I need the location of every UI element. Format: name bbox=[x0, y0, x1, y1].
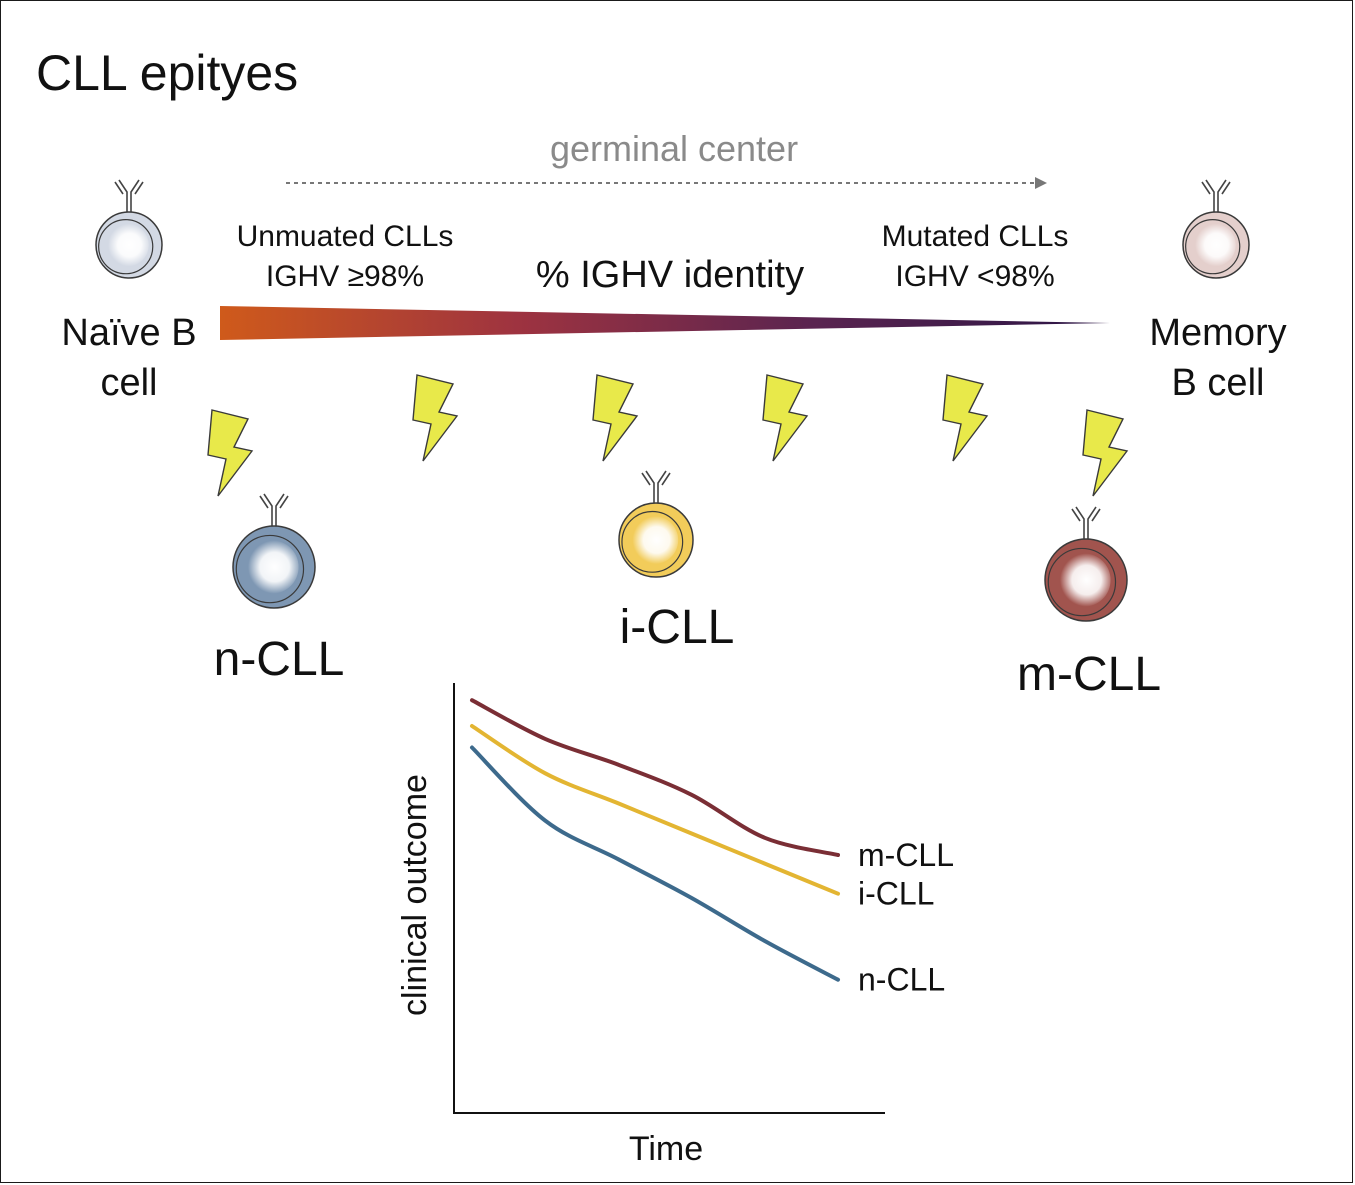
naive-cell-label-line2: cell bbox=[100, 362, 157, 404]
lightning-bolt-icon bbox=[207, 409, 254, 497]
ighv-identity-wedge bbox=[220, 306, 1110, 340]
i-cll-cell-highlight bbox=[630, 515, 679, 565]
memory-cell-label-line1: Memory bbox=[1149, 312, 1286, 354]
m-cll-label: m-CLL bbox=[1017, 648, 1161, 701]
unmutated-label-line2: IGHV ≥98% bbox=[266, 260, 424, 293]
series-line-m-cll bbox=[470, 698, 840, 857]
i-cll-label: i-CLL bbox=[620, 601, 735, 654]
m-cll-cell-highlight bbox=[1057, 553, 1111, 607]
lightning-bolt-icon bbox=[592, 374, 639, 462]
n-cll-cell-highlight bbox=[245, 540, 299, 594]
series-label-m-cll: m-CLL bbox=[858, 837, 954, 873]
i-cll-cell bbox=[618, 470, 694, 578]
m-cll-cell-antibody bbox=[1071, 506, 1101, 539]
naive-cell-label-line1: Naïve B bbox=[61, 312, 196, 354]
naive-b-cell bbox=[95, 179, 163, 279]
figure-title: CLL epityes bbox=[36, 45, 298, 101]
memory-b-cell bbox=[1182, 179, 1250, 279]
m-cll-cell bbox=[1044, 506, 1128, 622]
series-label-n-cll: n-CLL bbox=[858, 962, 945, 998]
series-line-n-cll bbox=[470, 745, 840, 982]
lightning-bolt-icon bbox=[412, 374, 459, 462]
memory-b-cell-antibody bbox=[1201, 179, 1231, 212]
lightning-bolt-icon bbox=[1082, 409, 1129, 497]
i-cll-cell-antibody bbox=[641, 470, 671, 503]
germinal-center-label: germinal center bbox=[550, 128, 798, 169]
n-cll-cell bbox=[232, 493, 316, 609]
lightning-bolt-icon bbox=[942, 374, 989, 462]
x-axis-label: Time bbox=[629, 1130, 703, 1168]
naive-b-cell-highlight bbox=[105, 223, 149, 267]
mutated-label-line1: Mutated CLLs bbox=[882, 220, 1069, 253]
memory-cell-label-line2: B cell bbox=[1172, 362, 1265, 404]
memory-b-cell-highlight bbox=[1192, 223, 1236, 267]
unmutated-label-line1: Unmuated CLLs bbox=[237, 220, 454, 253]
series-line-i-cll bbox=[470, 724, 840, 896]
n-cll-label: n-CLL bbox=[214, 633, 345, 686]
mutated-label-line2: IGHV <98% bbox=[895, 260, 1054, 293]
naive-b-cell-antibody bbox=[114, 179, 144, 212]
identity-axis-label: % IGHV identity bbox=[536, 254, 804, 296]
n-cll-cell-antibody bbox=[259, 493, 289, 526]
y-axis-label: clinical outcome bbox=[396, 774, 434, 1016]
lightning-bolt-icon bbox=[762, 374, 809, 462]
series-label-i-cll: i-CLL bbox=[858, 876, 934, 912]
